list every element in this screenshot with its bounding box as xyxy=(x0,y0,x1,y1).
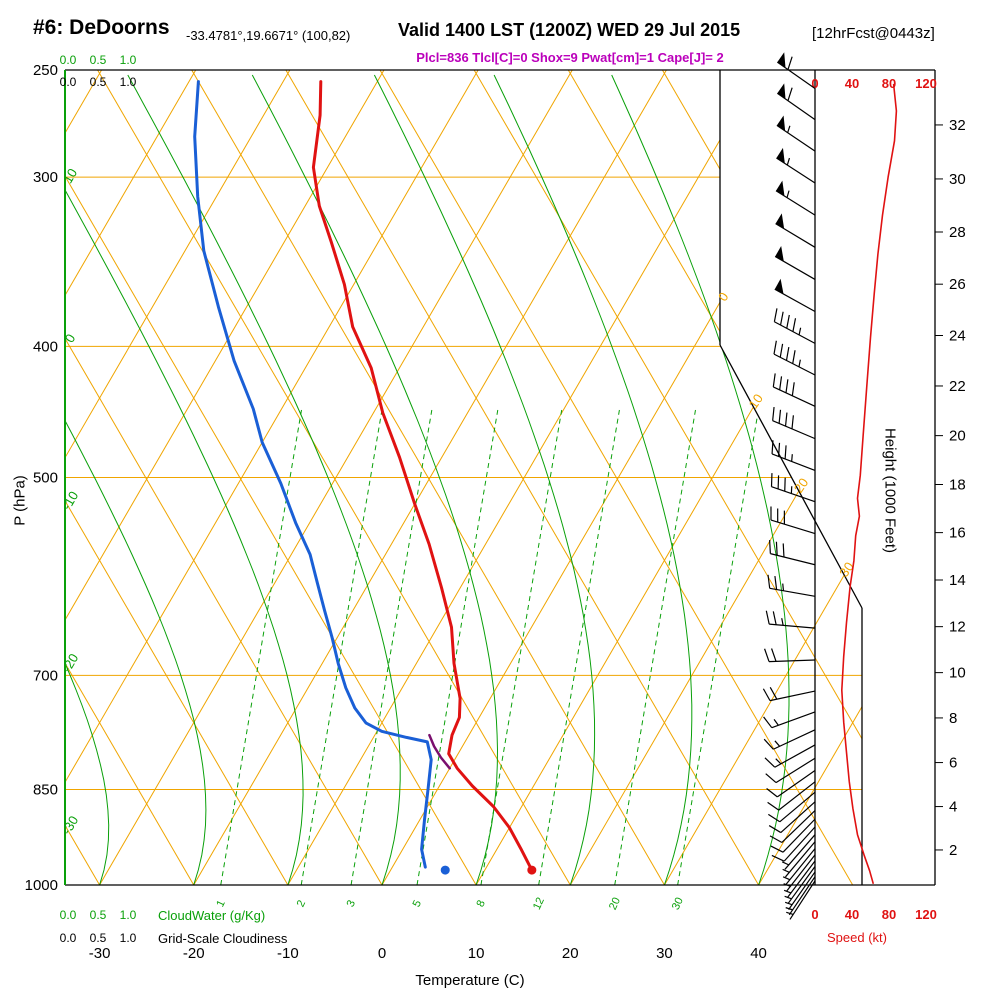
speed-tick-top: 0 xyxy=(811,76,818,91)
speed-tick-bottom: 0 xyxy=(811,907,818,922)
forecast-tag: [12hrFcst@0443z] xyxy=(812,25,935,42)
speed-tick-bottom: 40 xyxy=(845,907,859,922)
pressure-tick: 700 xyxy=(33,667,58,684)
pressure-tick: 400 xyxy=(33,338,58,355)
cloudwater-axis-title: CloudWater (g/Kg) xyxy=(158,908,266,923)
cloudwater-tick-bottom: 0.5 xyxy=(90,908,107,922)
adiabat-left-label: -10 xyxy=(59,489,81,513)
temperature-tick: -20 xyxy=(183,945,205,962)
adiabat-left-label: -30 xyxy=(59,813,81,837)
speed-axis-title: Speed (kt) xyxy=(827,930,887,945)
temperature-tick-labels: -30 -20 -10 0 10 20 30 40 xyxy=(89,945,767,962)
pressure-tick: 250 xyxy=(33,62,58,79)
height-tick: 10 xyxy=(949,665,966,682)
mixing-ratio-label: 8 xyxy=(475,898,488,909)
temperature-curve xyxy=(311,80,534,872)
mixing-ratio-label: 20 xyxy=(607,896,623,912)
height-tick: 26 xyxy=(949,276,966,293)
mixing-ratio-label: 5 xyxy=(411,898,424,909)
mixing-ratio-labels: 1 2 3 5 8 12 20 30 xyxy=(214,896,686,912)
pressure-tick: 300 xyxy=(33,169,58,186)
temperature-tick: 20 xyxy=(562,945,579,962)
height-tick: 20 xyxy=(949,428,966,445)
parcel-path xyxy=(428,733,451,770)
mixing-ratio-label: 1 xyxy=(214,898,227,909)
cloudwater-tick-top: 0.0 xyxy=(60,53,77,67)
pressure-tick-labels: 250 300 400 500 700 850 1000 xyxy=(25,62,58,894)
adiabat-left-label: 10 xyxy=(60,166,80,186)
height-tick: 6 xyxy=(949,755,957,772)
mixing-ratio-label: 30 xyxy=(670,896,686,912)
cloudiness-tick-bottom: 0.0 xyxy=(60,931,77,945)
height-tick: 4 xyxy=(949,799,957,816)
station-title: #6: DeDoorns xyxy=(33,16,170,39)
temperature-tick: 0 xyxy=(378,945,386,962)
temperature-axis-title: Temperature (C) xyxy=(415,972,525,989)
height-tick: 24 xyxy=(949,327,966,344)
height-tick: 16 xyxy=(949,525,966,542)
cloudiness-tick-top: 0.5 xyxy=(90,75,107,89)
temperature-tick: -30 xyxy=(89,945,111,962)
mixing-ratio-label: 3 xyxy=(345,898,358,909)
pressure-tick: 500 xyxy=(33,470,58,487)
stability-indices: Plcl=836 Tlcl[C]=0 Shox=9 Pwat[cm]=1 Cap… xyxy=(416,50,724,65)
station-coords: -33.4781°,19.6671° (100,82) xyxy=(186,28,351,43)
cloudiness-tick-top: 0.0 xyxy=(60,75,77,89)
pressure-axis-title: P (hPa) xyxy=(11,475,29,526)
speed-tick-bottom: 120 xyxy=(915,907,937,922)
wind-barbs xyxy=(762,52,816,920)
temperature-tick: -10 xyxy=(277,945,299,962)
temperature-tick: 40 xyxy=(750,945,767,962)
height-tick: 8 xyxy=(949,710,957,727)
mixing-ratio-label: 12 xyxy=(531,896,547,912)
height-tick: 28 xyxy=(949,224,966,241)
surface-temp-dot xyxy=(527,865,537,875)
pressure-tick: 850 xyxy=(33,781,58,798)
speed-tick-top: 120 xyxy=(915,76,937,91)
height-tick: 2 xyxy=(949,842,957,859)
dewpoint-curve xyxy=(193,80,433,869)
height-tick: 32 xyxy=(949,117,966,134)
height-tick: 14 xyxy=(949,572,966,589)
cloudwater-tick-bottom: 0.0 xyxy=(60,908,77,922)
mixing-ratio-lines xyxy=(220,409,759,885)
height-tick: 12 xyxy=(949,619,966,636)
temperature-tick: 10 xyxy=(468,945,485,962)
isotherm-cut-label: 20 xyxy=(791,475,812,495)
moist-adiabat-lines xyxy=(65,74,790,885)
cloudiness-tick-bottom: 1.0 xyxy=(120,931,137,945)
isotherm-cut-label: 10 xyxy=(745,391,766,411)
cloudiness-tick-top: 1.0 xyxy=(120,75,137,89)
temperature-tick: 30 xyxy=(656,945,673,962)
adiabat-left-label: -20 xyxy=(59,651,81,675)
surface-dewpoint-dot xyxy=(440,865,450,875)
wind-speed-curve xyxy=(841,83,898,885)
cloudwater-tick-top: 0.5 xyxy=(90,53,107,67)
plot-frame xyxy=(64,69,936,886)
speed-tick-bottom: 80 xyxy=(882,907,896,922)
cloudwater-tick-top: 1.0 xyxy=(120,53,137,67)
height-tick: 22 xyxy=(949,378,966,395)
cloud-scale-labels: 0.0 0.0 0.5 0.5 1.0 1.0 0.0 0.0 0.5 0.5 1.0 1.0 xyxy=(60,53,137,945)
cloudiness-axis-title: Grid-Scale Cloudiness xyxy=(158,931,288,946)
isotherm-cut-label: 0 xyxy=(715,289,731,304)
speed-tick-top: 40 xyxy=(845,76,859,91)
height-axis-title: Height (1000 Feet) xyxy=(881,427,899,554)
background-grid xyxy=(65,70,862,885)
valid-time: Valid 1400 LST (1200Z) WED 29 Jul 2015 xyxy=(398,20,741,40)
adiabat-left-labels: 100-10-20-30 xyxy=(59,166,81,837)
cloudiness-tick-bottom: 0.5 xyxy=(90,931,107,945)
speed-tick-labels: 0 0 40 40 80 80 120 120 xyxy=(811,76,936,922)
pressure-tick: 1000 xyxy=(25,877,58,894)
height-tick: 18 xyxy=(949,477,966,494)
mixing-ratio-label: 2 xyxy=(295,898,308,909)
height-tick: 30 xyxy=(949,171,966,188)
speed-tick-top: 80 xyxy=(882,76,896,91)
cloudwater-tick-bottom: 1.0 xyxy=(120,908,137,922)
isobar-lines xyxy=(65,176,862,790)
